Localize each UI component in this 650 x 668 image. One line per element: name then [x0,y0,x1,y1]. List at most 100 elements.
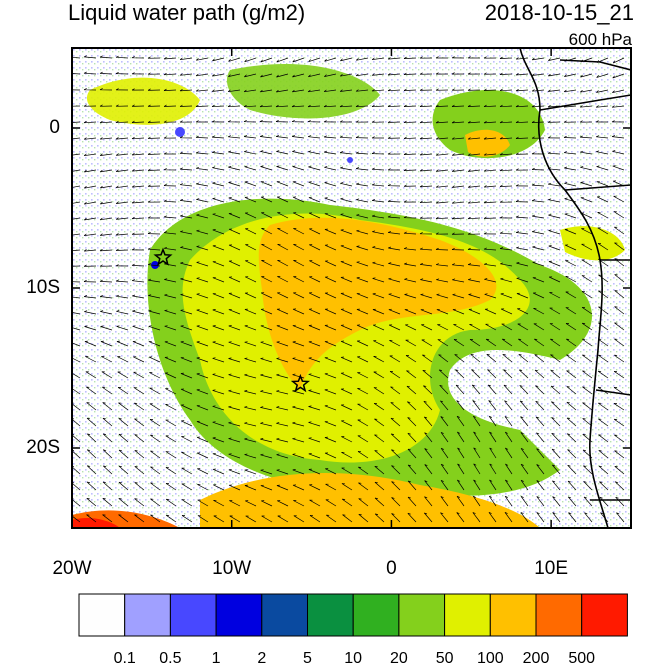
wind-arrow [421,324,433,331]
wind-arrow [371,57,385,61]
wind-arrow [531,136,545,139]
wind-arrow [403,104,417,107]
colorbar-label: 50 [435,650,454,667]
wind-arrow [133,387,145,395]
wind-arrow [468,308,481,315]
wind-arrow [323,120,337,123]
wind-arrow [341,420,353,427]
wind-arrow [438,354,449,363]
wind-arrow [84,310,97,315]
wind-arrow [115,104,129,107]
wind-arrow [276,324,289,331]
wind-arrow [564,213,577,219]
wind-arrow [164,278,177,283]
wind-arrow [596,57,609,63]
wind-arrow [276,406,289,411]
wind-arrow [340,57,353,62]
wind-arrow [212,437,225,443]
wind-arrow [596,165,609,171]
wind-arrow [371,167,385,171]
wind-arrow [505,463,513,475]
wind-arrow [276,196,289,203]
wind-arrow [483,232,497,235]
wind-arrow [440,416,449,427]
wind-arrow [212,357,225,363]
wind-arrow [72,105,81,107]
wind-arrow [613,370,625,379]
wind-arrow [179,167,193,171]
wind-arrow [115,71,129,75]
wind-arrow [372,230,385,235]
wind-arrow [195,104,209,107]
wind-arrow [453,339,465,347]
wind-arrow [72,169,81,172]
colorbar-swatch [215,593,263,637]
wind-arrow [196,229,209,235]
wind-arrow [292,405,305,411]
wind-arrow [467,216,481,220]
wind-arrow [243,104,257,108]
wind-arrow [472,400,481,411]
wind-arrow [341,451,353,459]
wind-arrow [582,402,593,411]
wind-arrow [165,498,177,507]
wind-arrow [181,483,193,491]
wind-arrow [180,214,193,219]
wind-arrow [550,354,561,363]
wind-arrow [419,232,433,235]
wind-arrow [389,339,401,347]
wind-arrow [324,166,337,171]
wind-arrow [259,89,273,93]
wind-arrow [324,436,337,443]
wind-arrow [115,169,129,172]
wind-arrow [260,390,273,395]
wind-arrow [532,261,545,267]
wind-arrow [535,400,545,411]
wind-arrow [244,390,257,395]
wind-arrow [532,292,545,299]
wind-arrow [133,356,145,363]
wind-arrow [455,384,465,395]
wind-arrow [118,402,129,411]
wind-arrow [582,449,593,459]
wind-arrow [371,136,384,139]
map-title: Liquid water path (g/m2) [68,0,306,25]
wind-arrow [422,369,433,379]
wind-arrow [131,72,145,75]
wind-arrow [563,105,577,108]
wind-arrow [597,370,609,379]
wind-arrow [453,324,465,331]
wind-arrow [565,260,577,267]
wind-arrow [356,308,369,315]
wind-arrow [583,496,593,507]
wind-arrow [72,233,81,236]
wind-arrow [260,57,273,63]
wind-arrow [72,185,81,188]
colorbar-label: 0.1 [113,650,136,667]
wind-arrow [515,104,529,108]
wind-arrow [374,418,385,427]
wind-arrow [292,57,305,63]
wind-arrow [324,324,337,331]
colorbar-label: 20 [389,650,408,667]
wind-arrow [357,372,369,379]
wind-arrow [391,449,401,459]
wind-arrow [535,385,545,395]
wind-arrow [163,72,177,76]
wind-arrow [451,263,465,267]
wind-arrow [244,150,257,155]
wind-arrow [567,496,577,507]
wind-arrow [504,495,513,507]
wind-arrow [324,373,337,379]
wind-arrow [323,104,337,108]
lat-tick-label: 0 [49,117,60,138]
wind-arrow [518,354,529,363]
wind-arrow [211,120,225,123]
wind-arrow [504,431,513,443]
wind-arrow [132,340,145,347]
wind-arrow [164,293,177,299]
wind-arrow [515,199,529,203]
wind-arrow [597,338,609,347]
wind-arrow [212,213,225,219]
wind-arrow [372,277,385,283]
